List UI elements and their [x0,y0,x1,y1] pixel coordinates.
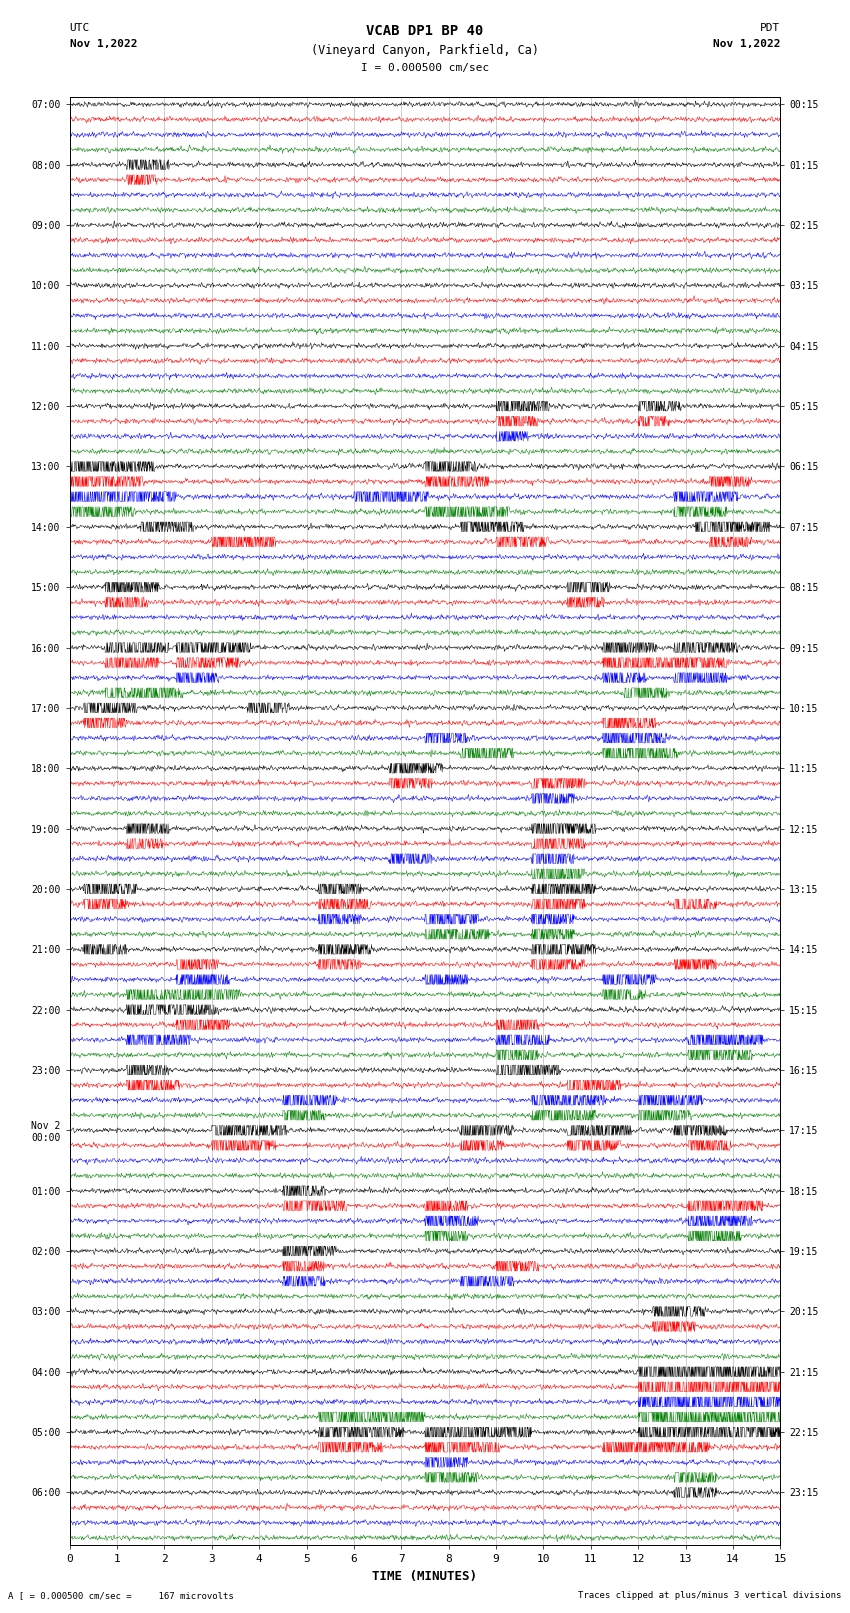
Text: Nov 1,2022: Nov 1,2022 [713,39,780,48]
Text: PDT: PDT [760,23,780,32]
Text: I = 0.000500 cm/sec: I = 0.000500 cm/sec [361,63,489,73]
Text: Traces clipped at plus/minus 3 vertical divisions: Traces clipped at plus/minus 3 vertical … [578,1590,842,1600]
Text: (Vineyard Canyon, Parkfield, Ca): (Vineyard Canyon, Parkfield, Ca) [311,44,539,56]
Text: VCAB DP1 BP 40: VCAB DP1 BP 40 [366,24,484,39]
Text: A [ = 0.000500 cm/sec =     167 microvolts: A [ = 0.000500 cm/sec = 167 microvolts [8,1590,235,1600]
Text: UTC: UTC [70,23,90,32]
Text: Nov 1,2022: Nov 1,2022 [70,39,137,48]
X-axis label: TIME (MINUTES): TIME (MINUTES) [372,1569,478,1582]
